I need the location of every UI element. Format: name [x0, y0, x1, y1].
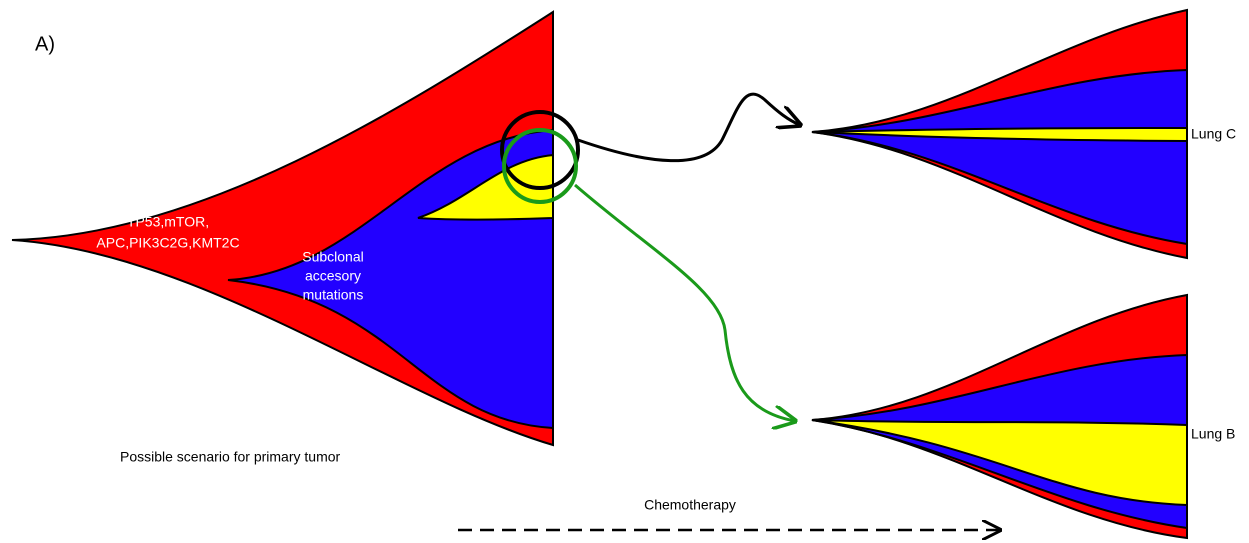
metastasis-lung-c [812, 10, 1187, 258]
arrow [575, 185, 795, 421]
primary-tumor [12, 12, 553, 445]
subclone-label: accesory [305, 268, 361, 284]
metastasis-label: Lung C [1191, 126, 1236, 142]
metastasis-lung-b [812, 295, 1187, 538]
minor-subclone [812, 420, 1187, 505]
arrow [578, 94, 800, 161]
mutation-label: APC,PIK3C2G,KMT2C [96, 235, 239, 251]
treatment-label: Chemotherapy [644, 497, 736, 513]
panel-label: A) [35, 33, 55, 55]
subclone-label: mutations [303, 287, 364, 303]
metastasis-label: Lung B [1191, 426, 1235, 442]
diagram: A) TP53,mTOR, APC,PIK3C2G,KMT2C Subclona… [0, 0, 1249, 543]
mutation-label: TP53,mTOR, [127, 214, 209, 230]
caption: Possible scenario for primary tumor [120, 449, 341, 465]
subclone-label: Subclonal [302, 249, 364, 265]
